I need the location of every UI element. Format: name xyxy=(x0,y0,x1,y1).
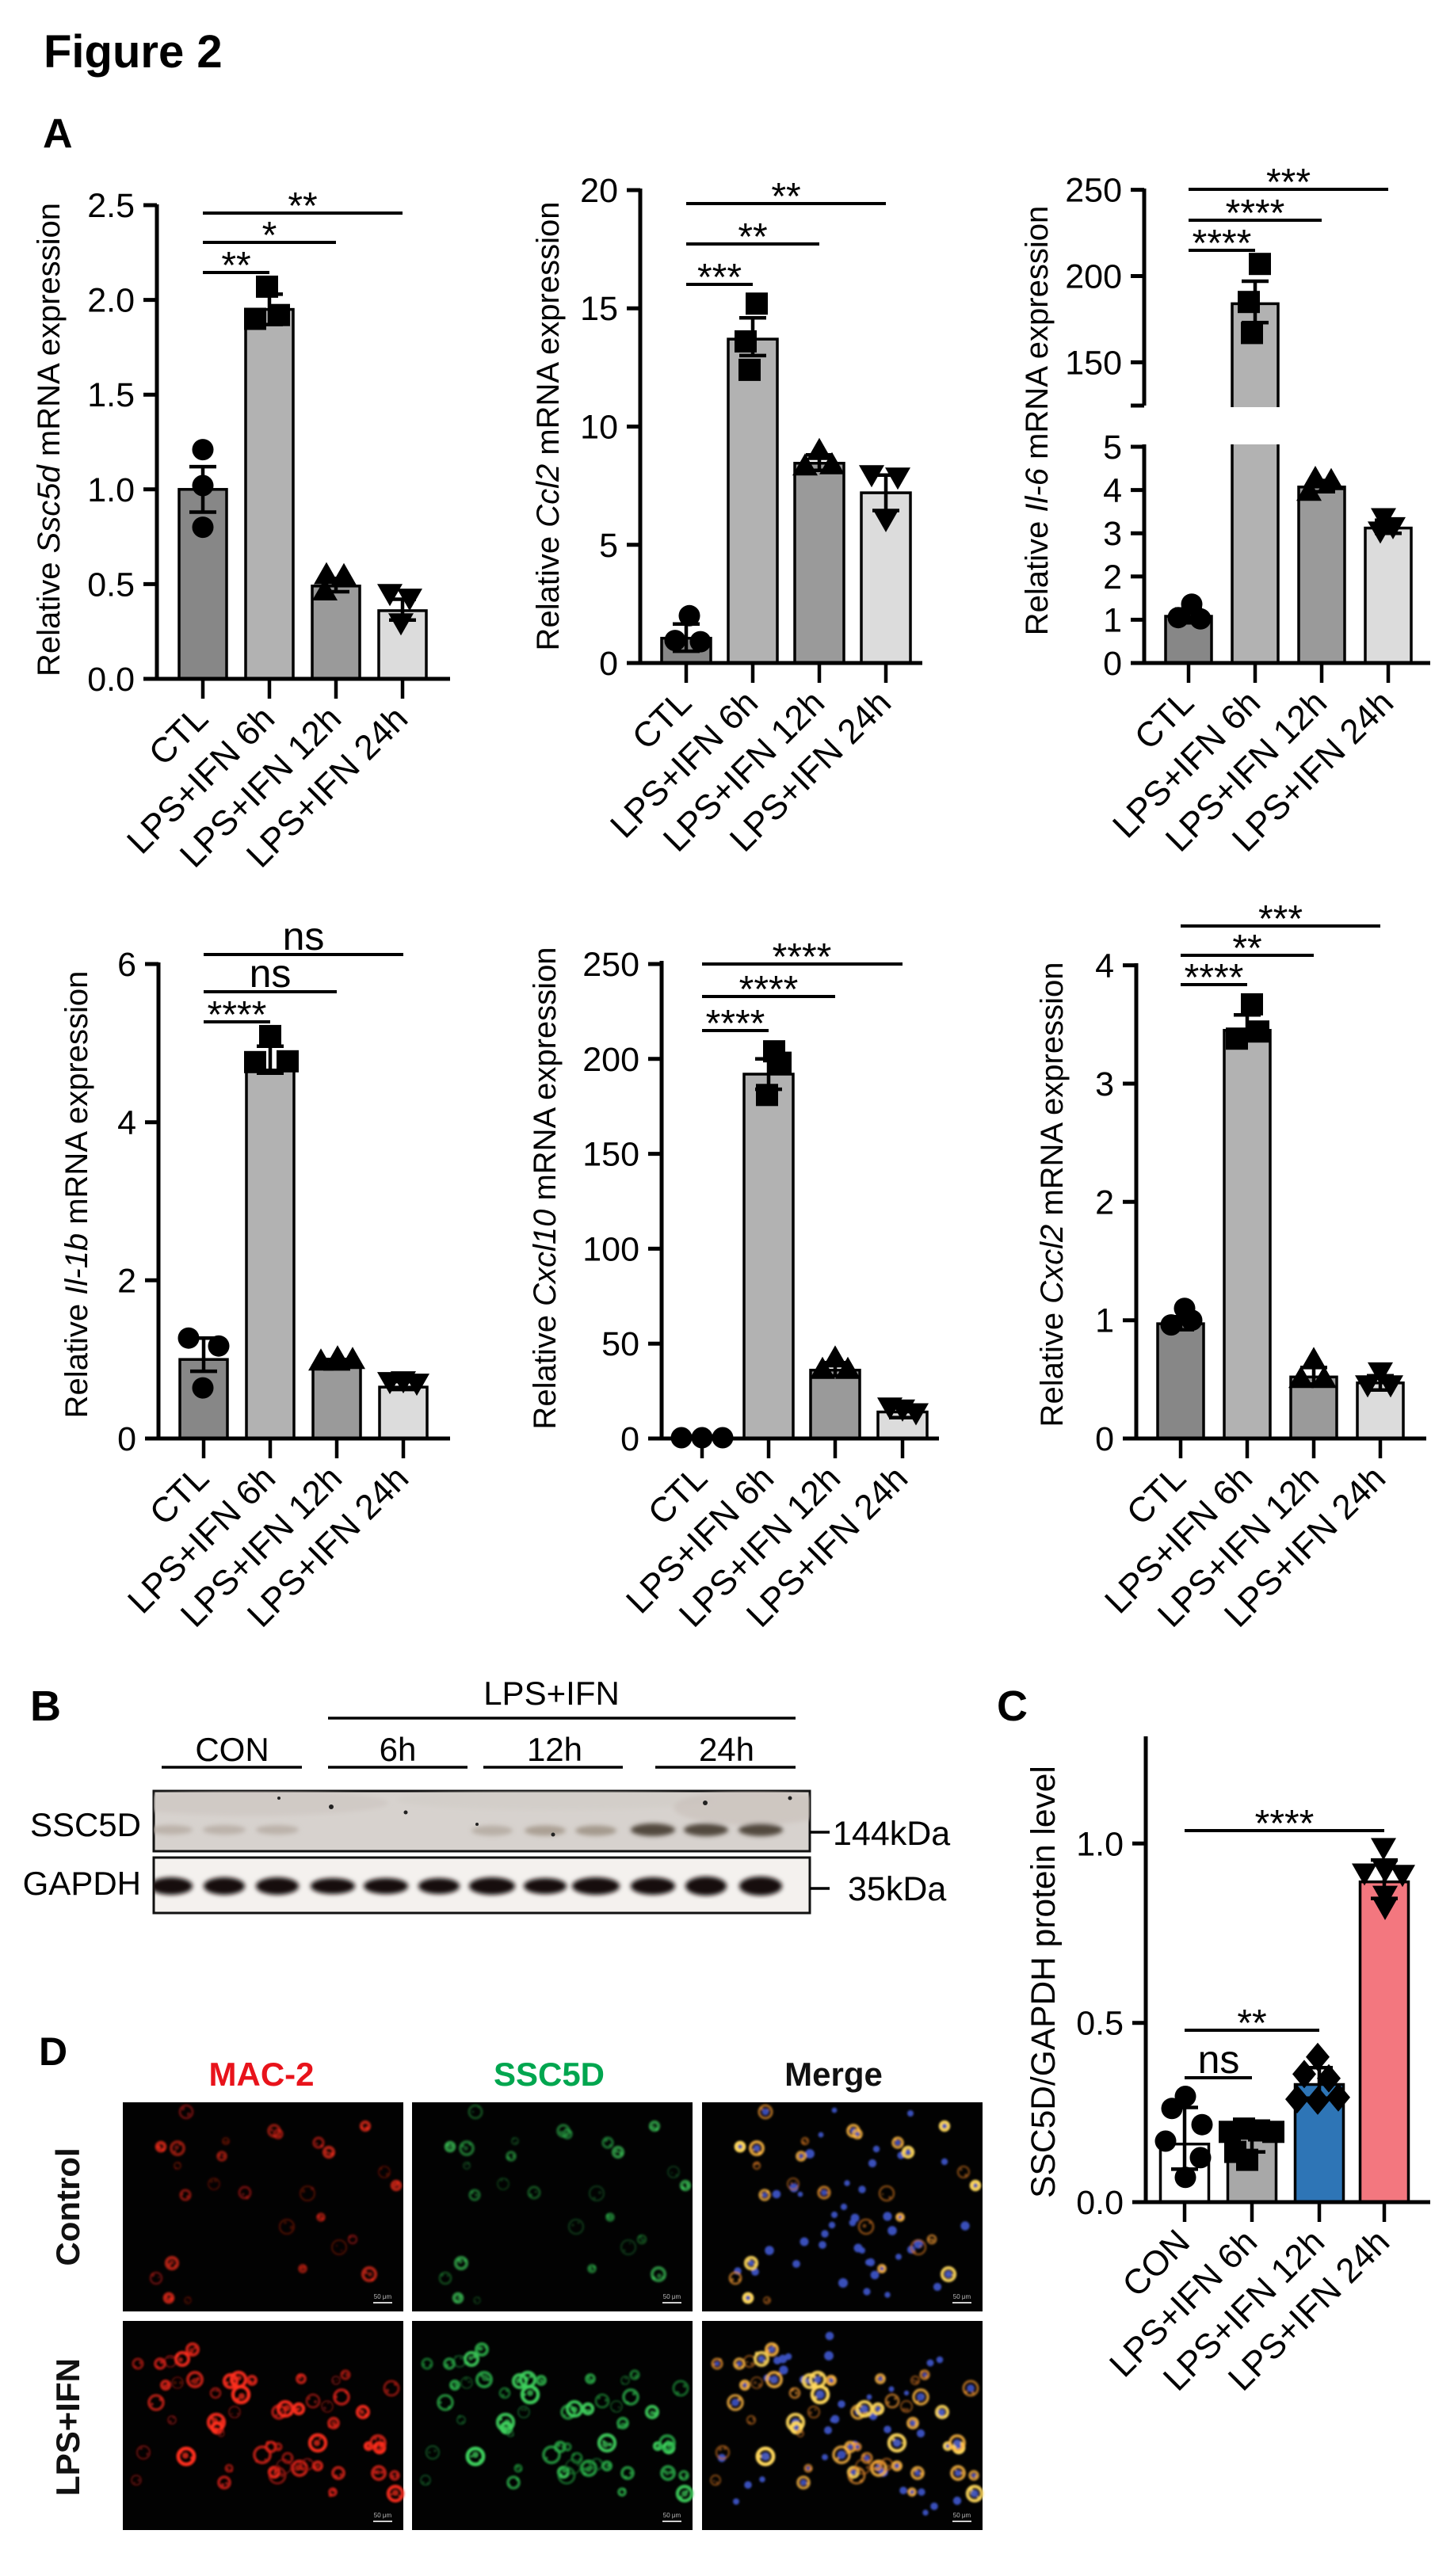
svg-text:1.0: 1.0 xyxy=(87,471,135,509)
svg-text:***: *** xyxy=(697,257,742,299)
svg-text:Relative Ccl2 mRNA expression: Relative Ccl2 mRNA expression xyxy=(531,202,566,651)
svg-text:****: **** xyxy=(773,936,832,978)
svg-text:ns: ns xyxy=(283,914,325,958)
svg-text:**: ** xyxy=(221,245,250,287)
svg-text:****: **** xyxy=(1255,1803,1315,1845)
svg-text:4: 4 xyxy=(117,1104,136,1142)
svg-text:0: 0 xyxy=(117,1420,136,1458)
svg-text:A: A xyxy=(43,111,73,157)
svg-text:SSC5D/GAPDH protein level: SSC5D/GAPDH protein level xyxy=(1025,1766,1063,2198)
svg-text:5: 5 xyxy=(599,527,618,565)
svg-text:0.5: 0.5 xyxy=(1076,2005,1124,2043)
svg-text:3: 3 xyxy=(1103,515,1122,553)
svg-text:144kDa: 144kDa xyxy=(833,1815,950,1853)
svg-text:2.0: 2.0 xyxy=(87,282,135,320)
svg-text:****: **** xyxy=(706,1003,765,1045)
svg-text:15: 15 xyxy=(580,290,618,328)
svg-text:****: **** xyxy=(1185,957,1244,999)
svg-text:Relative Ssc5d mRNA expression: Relative Ssc5d mRNA expression xyxy=(32,203,67,676)
svg-text:0: 0 xyxy=(1095,1420,1114,1458)
svg-text:250: 250 xyxy=(582,946,639,984)
svg-text:Merge: Merge xyxy=(784,2056,883,2093)
svg-text:C: C xyxy=(997,1682,1028,1730)
svg-text:CON: CON xyxy=(195,1731,269,1768)
svg-text:0.0: 0.0 xyxy=(87,661,135,699)
svg-text:3: 3 xyxy=(1095,1065,1114,1103)
svg-text:Relative Il-1b mRNA expression: Relative Il-1b mRNA expression xyxy=(59,971,94,1419)
svg-text:2: 2 xyxy=(1095,1183,1114,1221)
svg-text:150: 150 xyxy=(1065,344,1122,382)
svg-text:1.5: 1.5 xyxy=(87,376,135,414)
svg-text:ns: ns xyxy=(250,951,292,996)
svg-text:B: B xyxy=(30,1682,61,1730)
svg-text:****: **** xyxy=(1193,223,1252,265)
svg-text:Control: Control xyxy=(49,2147,86,2265)
svg-text:4: 4 xyxy=(1095,947,1114,985)
svg-text:0.5: 0.5 xyxy=(87,566,135,604)
svg-text:Relative Cxcl10 mRNA expressio: Relative Cxcl10 mRNA expression xyxy=(528,947,563,1429)
svg-text:50 μm: 50 μm xyxy=(953,2512,971,2519)
svg-text:**: ** xyxy=(738,216,767,258)
svg-text:****: **** xyxy=(1226,192,1285,234)
svg-text:**: ** xyxy=(1237,2002,1266,2044)
svg-text:**: ** xyxy=(288,185,317,227)
svg-text:10: 10 xyxy=(580,409,618,447)
svg-text:100: 100 xyxy=(582,1230,639,1268)
svg-text:Figure 2: Figure 2 xyxy=(44,26,223,78)
svg-text:1: 1 xyxy=(1103,601,1122,639)
svg-text:20: 20 xyxy=(580,172,618,210)
svg-text:4: 4 xyxy=(1103,472,1122,510)
svg-text:1.0: 1.0 xyxy=(1076,1825,1124,1863)
svg-text:0.0: 0.0 xyxy=(1076,2184,1124,2222)
svg-text:0: 0 xyxy=(620,1420,639,1458)
svg-text:50 μm: 50 μm xyxy=(663,2512,681,2519)
svg-text:6h: 6h xyxy=(380,1731,417,1768)
svg-text:50 μm: 50 μm xyxy=(953,2293,971,2300)
svg-text:200: 200 xyxy=(1065,258,1122,296)
svg-text:2.5: 2.5 xyxy=(87,187,135,225)
svg-text:0: 0 xyxy=(1103,645,1122,683)
svg-text:D: D xyxy=(39,2029,67,2074)
svg-text:LPS+IFN: LPS+IFN xyxy=(49,2358,86,2496)
svg-text:***: *** xyxy=(1266,162,1311,204)
svg-text:50 μm: 50 μm xyxy=(374,2293,392,2300)
svg-text:SSC5D: SSC5D xyxy=(30,1806,141,1843)
svg-text:****: **** xyxy=(208,994,267,1036)
svg-text:6: 6 xyxy=(117,946,136,984)
svg-text:Relative Il-6 mRNA expression: Relative Il-6 mRNA expression xyxy=(1020,206,1055,635)
svg-text:ns: ns xyxy=(1198,2037,1240,2082)
svg-text:50: 50 xyxy=(601,1325,639,1363)
svg-text:50 μm: 50 μm xyxy=(374,2512,392,2519)
svg-text:50 μm: 50 μm xyxy=(663,2293,681,2300)
svg-text:GAPDH: GAPDH xyxy=(23,1865,141,1902)
svg-text:SSC5D: SSC5D xyxy=(494,2056,605,2093)
svg-text:**: ** xyxy=(771,176,800,218)
svg-text:200: 200 xyxy=(582,1041,639,1079)
svg-text:****: **** xyxy=(739,969,799,1011)
svg-text:***: *** xyxy=(1258,898,1303,940)
svg-text:2: 2 xyxy=(117,1262,136,1300)
svg-text:12h: 12h xyxy=(527,1731,582,1768)
svg-text:MAC-2: MAC-2 xyxy=(209,2056,315,2093)
svg-text:5: 5 xyxy=(1103,429,1122,467)
svg-text:Relative Cxcl2 mRNA expression: Relative Cxcl2 mRNA expression xyxy=(1035,962,1070,1427)
svg-text:35kDa: 35kDa xyxy=(848,1870,946,1908)
svg-text:150: 150 xyxy=(582,1136,639,1174)
svg-text:1: 1 xyxy=(1095,1302,1114,1340)
svg-text:0: 0 xyxy=(599,645,618,683)
svg-text:*: * xyxy=(262,215,277,257)
svg-text:250: 250 xyxy=(1065,172,1122,210)
svg-text:2: 2 xyxy=(1103,558,1122,596)
svg-text:24h: 24h xyxy=(699,1731,754,1768)
svg-text:LPS+IFN: LPS+IFN xyxy=(483,1675,620,1712)
svg-text:**: ** xyxy=(1232,928,1261,970)
